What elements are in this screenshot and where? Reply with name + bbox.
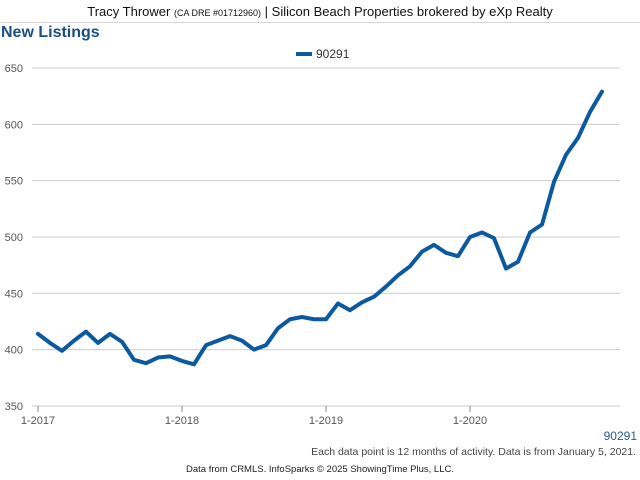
header-separator: | <box>264 4 269 19</box>
license-number: (CA DRE #01712960) <box>173 8 262 18</box>
legend-label: 90291 <box>316 47 350 61</box>
legend-swatch <box>296 52 312 56</box>
y-tick-label: 600 <box>5 119 23 131</box>
agent-name: Tracy Thrower <box>87 4 171 19</box>
x-tick-label: 1-2020 <box>453 415 487 427</box>
footer-credit: Data from CRMLS. InfoSparks © 2025 Showi… <box>185 464 454 475</box>
brokerage-name: Silicon Beach Properties brokered by eXp… <box>271 4 553 19</box>
series-line-90291 <box>36 89 604 367</box>
x-tick-label: 1-2017 <box>21 415 55 427</box>
series-tag: 90291 <box>603 429 637 443</box>
x-tick-label: 1-2019 <box>309 415 343 427</box>
y-tick-label: 650 <box>5 63 23 75</box>
y-tick-label: 350 <box>5 401 23 413</box>
page-title: New Listings <box>1 24 100 41</box>
report-header: Tracy Thrower (CA DRE #01712960) | Silic… <box>0 0 640 23</box>
y-tick-label: 450 <box>5 288 23 300</box>
y-tick-label: 500 <box>5 232 23 244</box>
x-tick-label: 1-2018 <box>165 415 199 427</box>
data-note: Each data point is 12 months of activity… <box>311 446 636 458</box>
chart-legend: 90291 <box>296 47 349 61</box>
y-tick-label: 400 <box>5 345 23 357</box>
y-tick-label: 550 <box>5 176 23 188</box>
